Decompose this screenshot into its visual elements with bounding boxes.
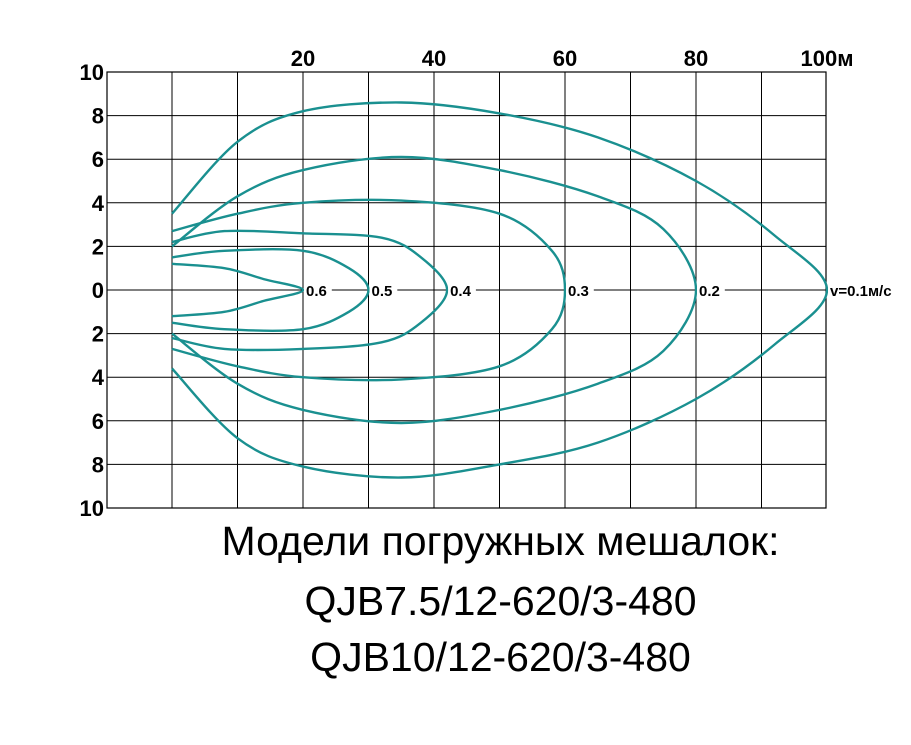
y-axis-ticks: 10 8 6 4 2 0 2 4 6 8 10 (80, 60, 105, 520)
y-tick-label: 2 (92, 322, 104, 347)
velocity-curve (171, 198, 567, 382)
caption-title: Модели погружных мешалок: (221, 518, 780, 564)
curve-label-bg (448, 281, 476, 298)
curve-label-bg (697, 281, 725, 298)
curve-labels: 0.6 0.5 0.4 0.3 0.2 v=0.1м/с (304, 281, 899, 300)
velocity-curve (171, 262, 305, 318)
curve-label-bg (304, 281, 332, 298)
caption-model-1: QJB7.5/12-620/3-480 (304, 578, 697, 624)
velocity-curve (171, 229, 449, 352)
y-tick-label: 8 (92, 452, 104, 477)
x-tick-label: 20 (291, 46, 315, 71)
curve-label: 0.3 (568, 283, 589, 300)
y-tick-label: 2 (92, 234, 104, 259)
y-tick-label: 4 (92, 365, 105, 390)
y-tick-label: 4 (92, 191, 105, 216)
x-tick-label: 60 (553, 46, 577, 71)
velocity-curves (171, 101, 829, 479)
curve-label-bg (828, 281, 899, 298)
y-tick-label: 6 (92, 147, 104, 172)
curve-label: v=0.1м/с (830, 283, 892, 300)
x-axis-ticks: 20 40 60 80 100м (291, 46, 854, 71)
caption-model-2: QJB10/12-620/3-480 (310, 634, 691, 680)
y-tick-label: 10 (80, 496, 104, 520)
curve-label: 0.6 (306, 283, 327, 300)
x-tick-label: 40 (422, 46, 446, 71)
y-tick-label: 0 (92, 278, 104, 303)
velocity-curve (171, 248, 370, 332)
y-tick-label: 10 (80, 60, 104, 85)
curve-label: 0.5 (372, 283, 393, 300)
y-tick-label: 8 (92, 104, 104, 129)
curve-label-bg (369, 281, 398, 298)
x-tick-label: 80 (684, 46, 708, 71)
x-tick-label: 100м (801, 46, 854, 71)
y-tick-label: 6 (92, 409, 104, 434)
curve-label: 0.2 (699, 283, 720, 300)
velocity-curve (171, 101, 829, 479)
velocity-curve (171, 155, 698, 425)
curve-label-bg (566, 281, 594, 298)
curve-label: 0.4 (450, 283, 472, 300)
